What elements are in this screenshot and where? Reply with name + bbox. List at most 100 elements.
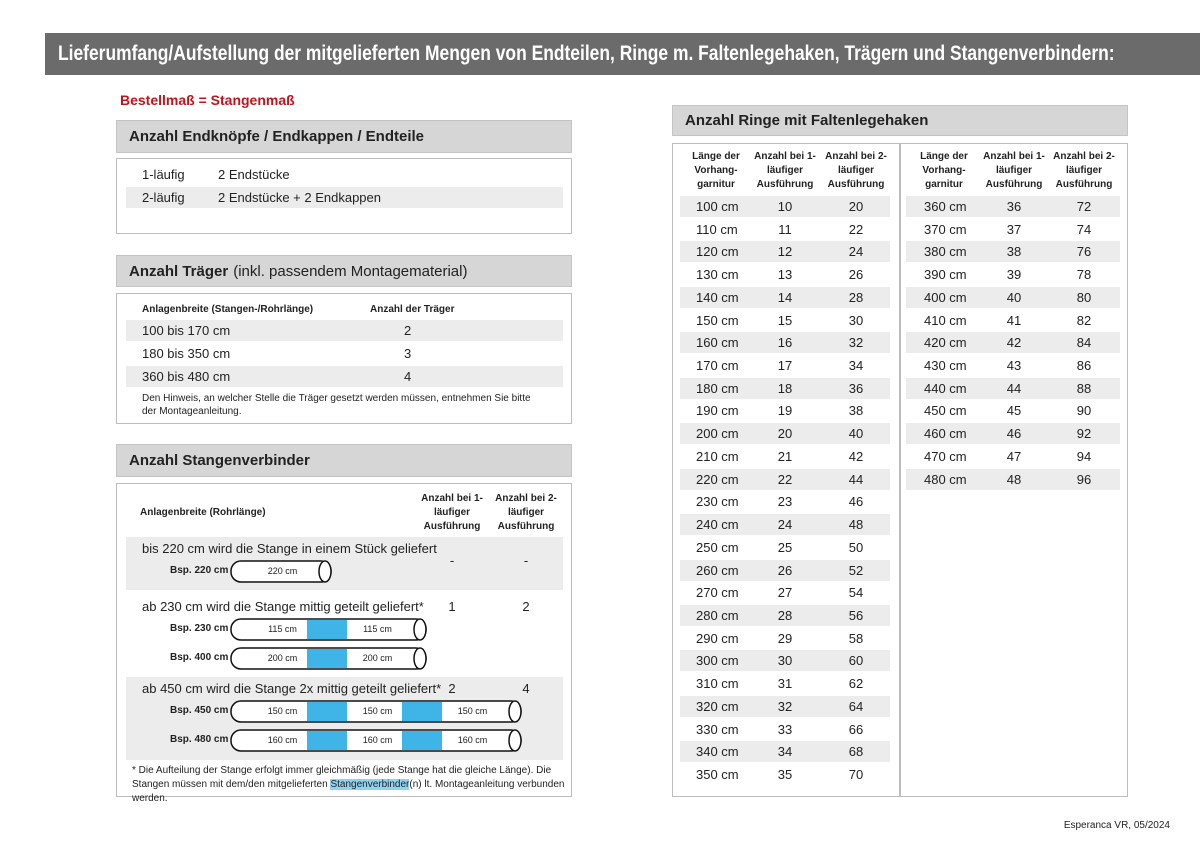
cell: 250 cm bbox=[696, 539, 739, 555]
example-label: Bsp. 400 cm bbox=[170, 652, 229, 663]
pipe bbox=[230, 700, 522, 723]
cell: 80 bbox=[1076, 289, 1092, 305]
cell: 42 bbox=[848, 448, 864, 464]
title-note: (inkl. passendem Montagematerial) bbox=[233, 262, 468, 280]
cell: 58 bbox=[848, 630, 864, 646]
cell: 92 bbox=[1076, 426, 1092, 442]
segment-label: 160 cm bbox=[457, 735, 488, 745]
column-header: Anzahl der Träger bbox=[370, 304, 455, 315]
cell: 320 cm bbox=[696, 698, 739, 714]
cell: 34 bbox=[848, 358, 864, 374]
cell: 30 bbox=[848, 312, 864, 328]
cell: 330 cm bbox=[696, 721, 739, 737]
cell: 47 bbox=[1006, 448, 1022, 464]
cell: 26 bbox=[848, 267, 864, 283]
cell: 20 bbox=[848, 199, 864, 214]
divider bbox=[899, 143, 901, 797]
cell: 94 bbox=[1076, 448, 1092, 464]
footnote-after: (n) lt. Montageanleitung verbunden werde… bbox=[132, 779, 565, 804]
cell: 480 cm bbox=[924, 471, 967, 487]
connector bbox=[307, 731, 347, 750]
column-header: Anzahl bei 1-läufiger Ausführung bbox=[983, 151, 1045, 190]
group-text: bis 220 cm wird die Stange in einem Stüc… bbox=[142, 541, 437, 556]
cell: 270 cm bbox=[696, 585, 739, 601]
cell: 130 cm bbox=[696, 267, 739, 283]
cell: 340 cm bbox=[696, 744, 739, 760]
cell: 37 bbox=[1006, 221, 1022, 237]
cell: 25 bbox=[777, 539, 793, 555]
cell: 360 bis 480 cm bbox=[142, 369, 231, 384]
footnote-before: * Die Aufteilung der Stange erfolgt imme… bbox=[132, 765, 552, 790]
cell: 31 bbox=[777, 676, 793, 692]
table-row bbox=[126, 187, 563, 208]
cell: 46 bbox=[1006, 426, 1022, 442]
table-row bbox=[906, 241, 1120, 263]
cell: 41 bbox=[1006, 312, 1022, 328]
segment-label: 200 cm bbox=[267, 653, 298, 663]
cell: 68 bbox=[848, 744, 864, 760]
cell: 32 bbox=[848, 335, 864, 351]
group-text: ab 230 cm wird die Stange mittig geteilt… bbox=[142, 599, 424, 614]
pipe-end bbox=[508, 700, 522, 723]
cell: 100 bis 170 cm bbox=[142, 323, 231, 338]
cell: 56 bbox=[848, 607, 864, 623]
cell: 90 bbox=[1076, 403, 1092, 419]
table-row bbox=[680, 377, 890, 399]
cell: 44 bbox=[848, 471, 864, 487]
cell: 38 bbox=[848, 403, 864, 419]
footnote-highlight: Stangenverbinder bbox=[330, 779, 410, 790]
cell: 400 cm bbox=[924, 289, 967, 305]
cell: 50 bbox=[848, 539, 864, 555]
cell: 21 bbox=[777, 448, 793, 464]
cell: 210 cm bbox=[696, 448, 739, 464]
table-row bbox=[906, 196, 1120, 217]
cell: 76 bbox=[1076, 244, 1092, 260]
pipe-end bbox=[508, 729, 522, 752]
cell: 4 bbox=[404, 369, 412, 384]
table-row bbox=[680, 650, 890, 672]
column-header: Anzahl bei 1-läufiger Ausführung bbox=[421, 493, 483, 532]
table-row bbox=[680, 468, 890, 490]
table-row bbox=[906, 332, 1120, 354]
cell: 48 bbox=[848, 517, 864, 533]
section-title: Anzahl Endknöpfe / Endkappen / Endteile bbox=[116, 120, 572, 153]
cell: 96 bbox=[1076, 471, 1092, 487]
header-title: Lieferumfang/Aufstellung der mitgeliefer… bbox=[58, 42, 1115, 65]
cell: 88 bbox=[1076, 380, 1092, 396]
pipe bbox=[230, 560, 332, 583]
cell: 190 cm bbox=[696, 403, 739, 419]
segment-label: 220 cm bbox=[267, 566, 298, 576]
cell: 14 bbox=[777, 289, 793, 305]
segment-label: 160 cm bbox=[362, 735, 393, 745]
table-row bbox=[680, 695, 890, 717]
section-box bbox=[116, 483, 572, 797]
cell: 33 bbox=[777, 721, 793, 737]
segment-label: 150 cm bbox=[457, 706, 488, 716]
cell: 460 cm bbox=[924, 426, 967, 442]
cell: 28 bbox=[777, 607, 793, 623]
cell: 2 bbox=[448, 681, 456, 696]
connector bbox=[307, 620, 347, 639]
table-row bbox=[680, 332, 890, 354]
cell: 39 bbox=[1006, 267, 1022, 283]
cell: 380 cm bbox=[924, 244, 967, 260]
cell: 74 bbox=[1076, 221, 1092, 237]
cell: 2 bbox=[404, 323, 412, 338]
title-main: Anzahl Träger bbox=[129, 262, 229, 280]
note: Den Hinweis, an welcher Stelle die Träge… bbox=[142, 393, 531, 417]
table-row bbox=[680, 196, 890, 217]
cell: 13 bbox=[777, 267, 793, 283]
cell: 200 cm bbox=[696, 426, 739, 442]
cell: 64 bbox=[848, 698, 864, 714]
cell: 2-läufig bbox=[142, 190, 185, 205]
cell: 440 cm bbox=[924, 380, 967, 396]
cell: 44 bbox=[1006, 380, 1022, 396]
cell: 23 bbox=[777, 494, 793, 510]
table-row bbox=[126, 320, 563, 341]
cell: 150 cm bbox=[696, 312, 739, 328]
section-title: Anzahl Ringe mit Faltenlegehaken bbox=[672, 105, 1128, 136]
section-title: Anzahl Träger (inkl. passendem Montagemat… bbox=[116, 255, 572, 287]
cell: 18 bbox=[777, 380, 793, 396]
cell: 48 bbox=[1006, 471, 1022, 487]
